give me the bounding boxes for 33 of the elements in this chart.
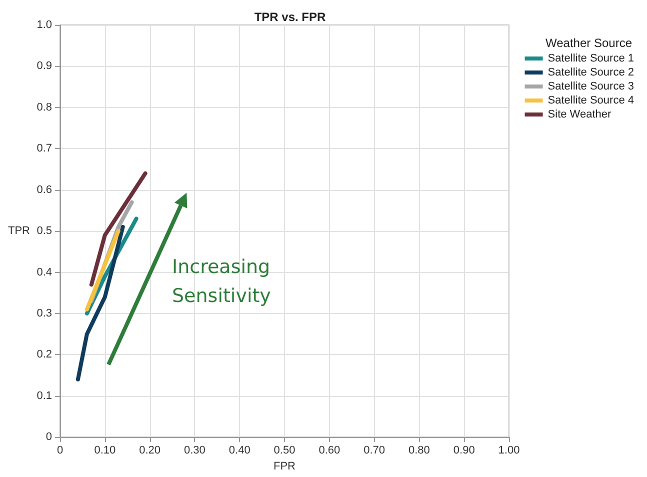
y-tick-label: 1.0 bbox=[36, 19, 52, 31]
chart-title: TPR vs. FPR bbox=[254, 10, 326, 24]
legend-label: Satellite Source 4 bbox=[548, 94, 634, 106]
y-tick-label: 0.7 bbox=[36, 142, 52, 155]
x-tick-label: 1.00 bbox=[498, 444, 520, 457]
x-tick-label: 0.60 bbox=[318, 444, 340, 457]
x-tick-label: 0.20 bbox=[139, 444, 161, 457]
x-tick-label: 0.50 bbox=[274, 444, 296, 457]
y-tick-label: 0.6 bbox=[36, 184, 52, 196]
y-tick-label: 0.9 bbox=[36, 60, 52, 72]
y-tick-label: 0.8 bbox=[36, 101, 52, 114]
y-tick-label: 0.2 bbox=[36, 348, 52, 361]
x-tick-label: 0.70 bbox=[364, 444, 386, 457]
annotation: Increasing Sensitivity bbox=[172, 255, 272, 309]
legend-label: Site Weather bbox=[548, 108, 612, 120]
x-tick-label: 0.80 bbox=[408, 444, 430, 457]
legend-title: Weather Source bbox=[546, 36, 632, 50]
legend-label: Satellite Source 3 bbox=[548, 80, 634, 92]
x-tick-label: 0.40 bbox=[228, 444, 250, 457]
line-series bbox=[76, 224, 125, 382]
y-tick-label: 0.5 bbox=[36, 225, 52, 238]
x-tick-label: 0.10 bbox=[94, 444, 116, 457]
y-tick-label: 0 bbox=[46, 431, 52, 444]
legend-label: Satellite Source 2 bbox=[548, 66, 634, 78]
y-tick-label: 0.3 bbox=[36, 307, 52, 320]
x-axis-title: FPR bbox=[274, 460, 296, 472]
y-axis-title: TPR bbox=[8, 225, 30, 238]
x-tick-label: 0.30 bbox=[184, 444, 206, 457]
legend-label: Satellite Source 1 bbox=[548, 52, 634, 64]
y-tick-label: 0.1 bbox=[36, 390, 52, 402]
x-tick-label: 0 bbox=[56, 444, 64, 457]
y-tick-label: 0.4 bbox=[36, 266, 52, 278]
x-tick-label: 0.90 bbox=[453, 444, 475, 457]
